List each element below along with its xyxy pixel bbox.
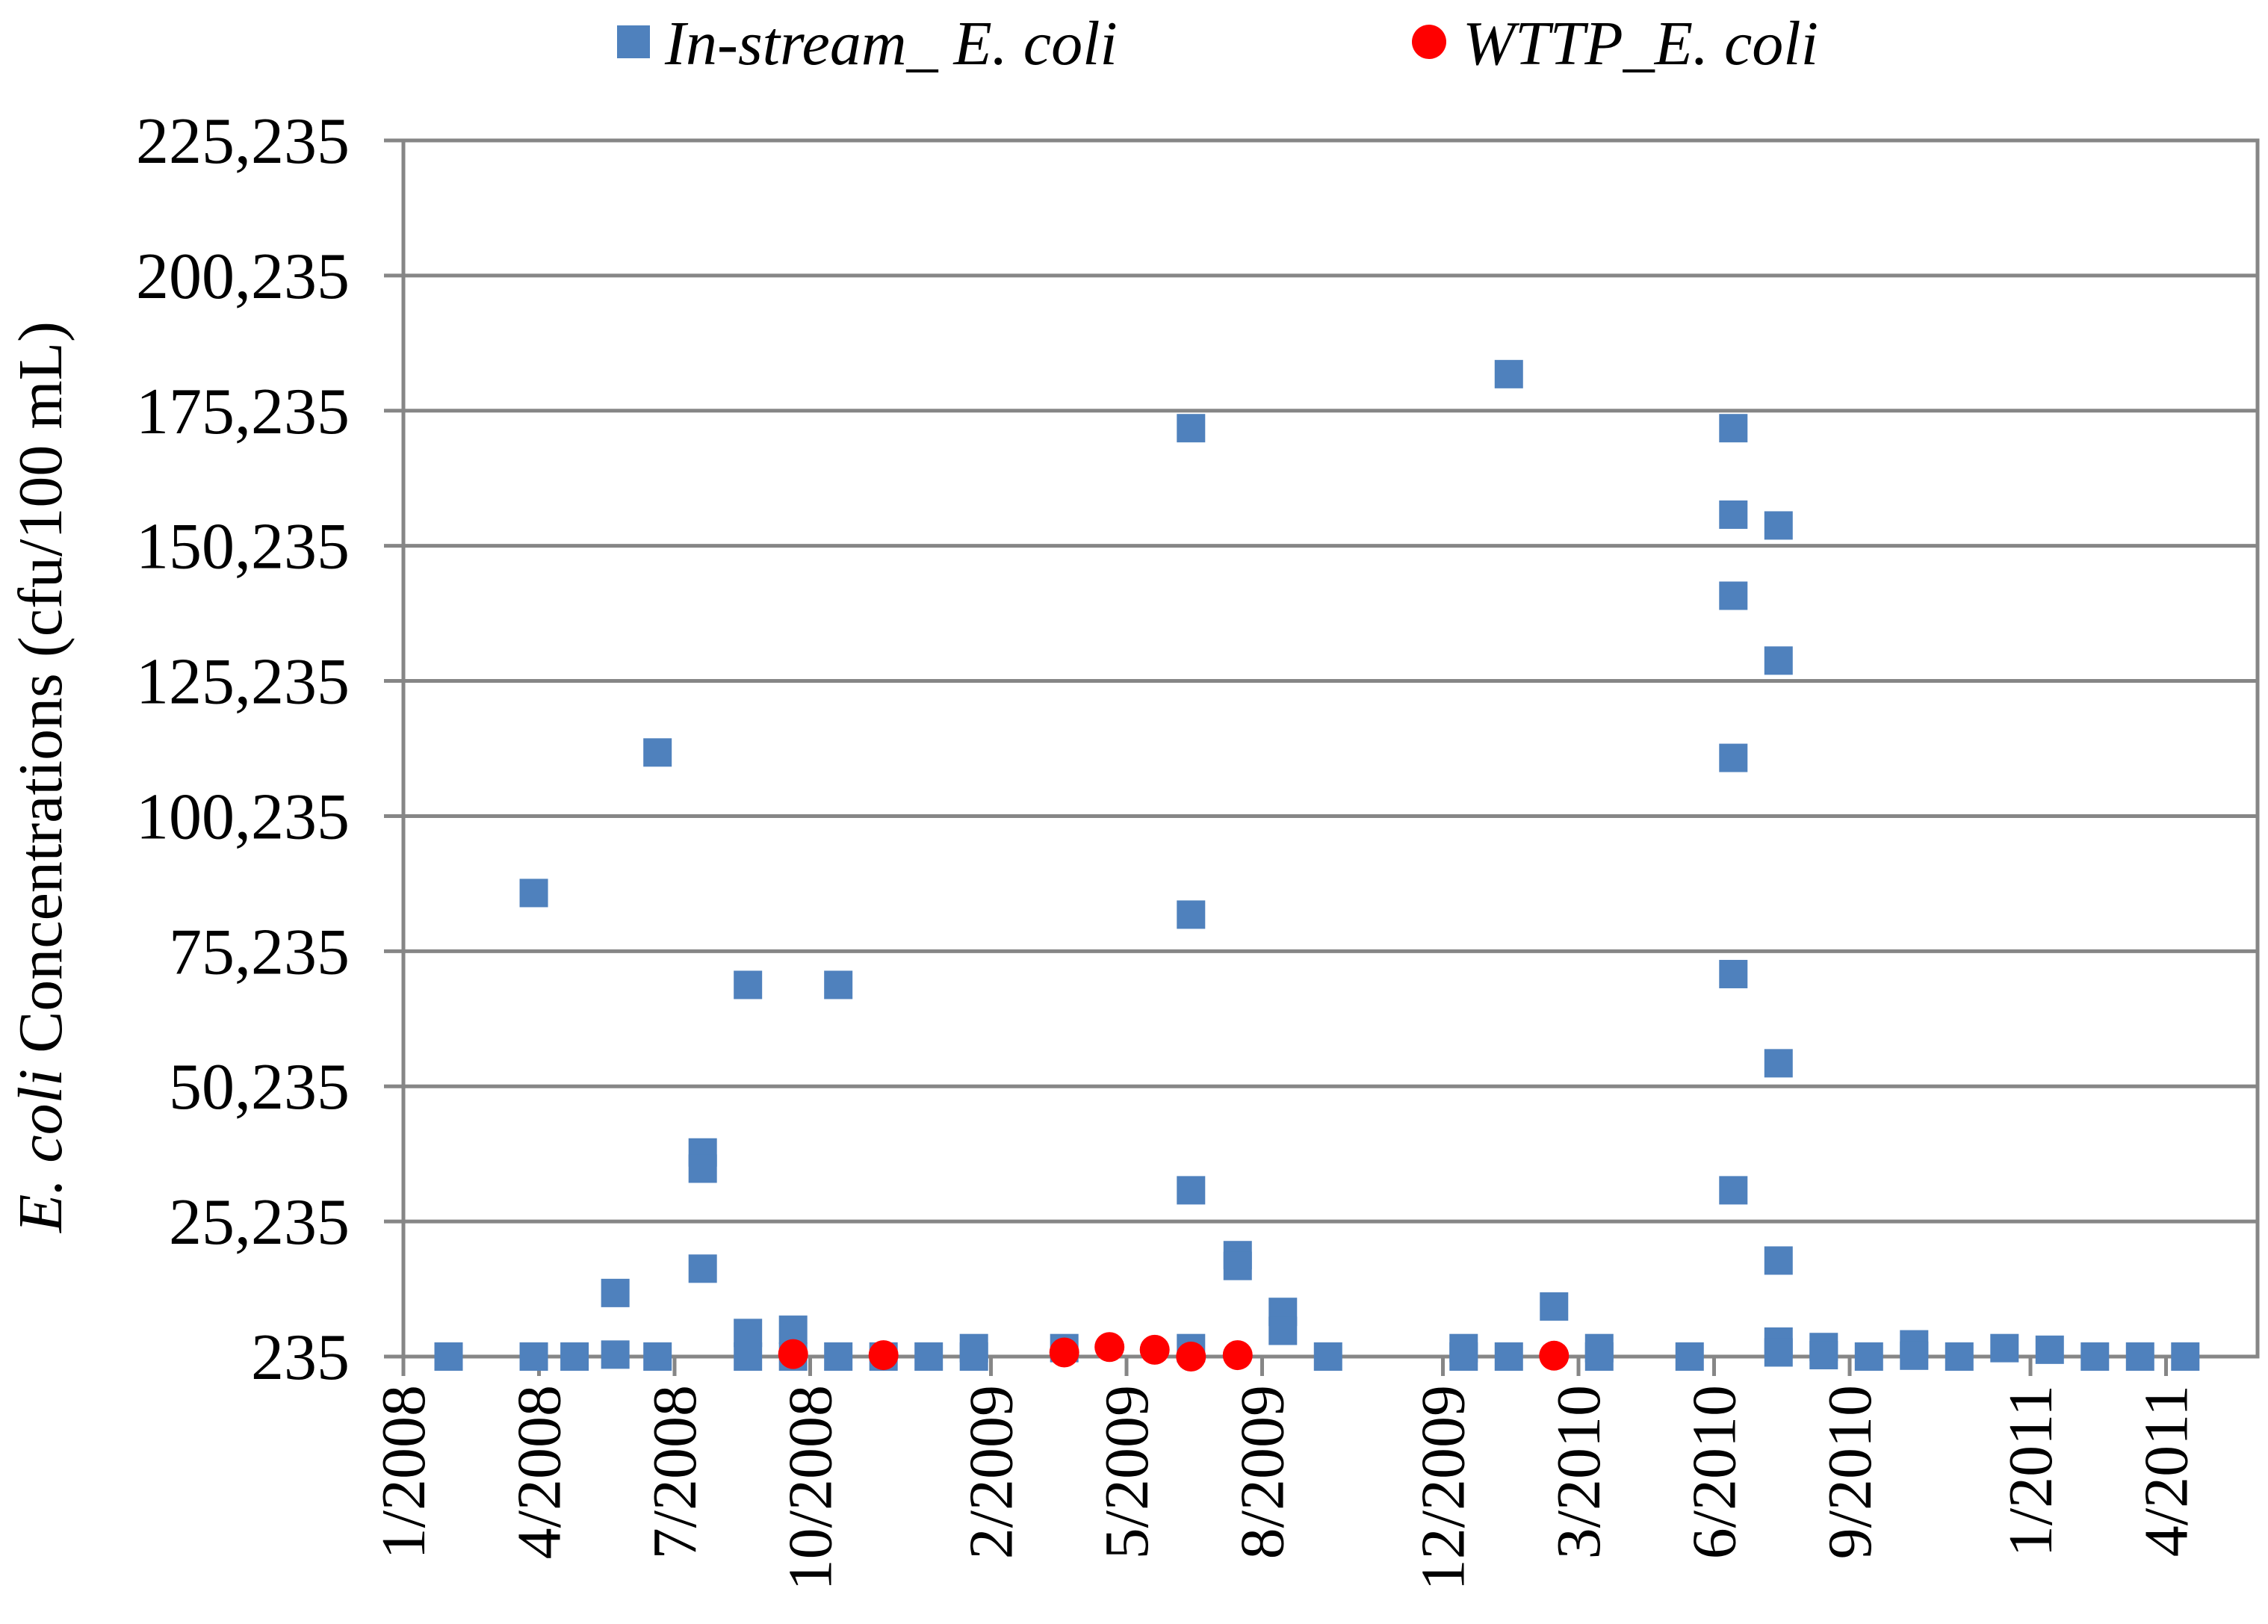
- x-tick-label: 5/2009: [1092, 1385, 1162, 1559]
- in-stream-point: [824, 970, 853, 999]
- y-axis-label-rest: Concentrations (cfu/100 mL): [6, 321, 75, 1069]
- in-stream-point: [1719, 581, 1748, 610]
- in-stream-point: [519, 878, 548, 908]
- in-stream-point: [643, 1342, 672, 1371]
- y-axis-label-italic: E. coli: [6, 1069, 75, 1233]
- in-stream-point: [434, 1342, 463, 1371]
- wttp-point: [778, 1339, 808, 1369]
- y-tick-label: 125,235: [136, 646, 350, 719]
- in-stream-point: [601, 1278, 630, 1307]
- in-stream-point: [1177, 1176, 1206, 1205]
- x-tick-label: 9/2010: [1815, 1385, 1885, 1559]
- wttp-point: [1049, 1337, 1079, 1368]
- y-axis-tick-labels: 235 25,235 50,235 75,235 100,235 125,235 150,2…: [136, 105, 350, 1394]
- wttp-point: [1539, 1340, 1570, 1371]
- in-stream-point: [1223, 1251, 1252, 1280]
- in-stream-point: [1719, 959, 1748, 988]
- in-stream-point: [688, 1254, 717, 1283]
- in-stream-point: [1177, 900, 1206, 929]
- legend-label-in-stream: In-stream_ E. coli: [664, 9, 1118, 78]
- x-tick-label: 12/2009: [1409, 1385, 1478, 1590]
- legend: In-stream_ E. coli WTTP_E. coli: [617, 9, 1818, 78]
- y-tick-label: 150,235: [136, 511, 350, 583]
- y-axis-label: E. coli Concentrations (cfu/100 mL): [6, 321, 75, 1233]
- in-stream-point: [1990, 1333, 2019, 1363]
- y-tick-label: 235: [251, 1321, 350, 1394]
- in-stream-point: [1449, 1342, 1478, 1371]
- in-stream-point: [560, 1342, 589, 1371]
- legend-marker-in-stream: [617, 25, 650, 58]
- legend-marker-wttp: [1412, 25, 1446, 59]
- x-tick-label: 1/2011: [1996, 1385, 2066, 1557]
- x-tick-label: 8/2009: [1228, 1385, 1298, 1559]
- in-stream-point: [1945, 1342, 1974, 1371]
- in-stream-point: [601, 1340, 630, 1369]
- in-stream-point: [1313, 1342, 1342, 1371]
- x-tick-label: 6/2010: [1680, 1385, 1750, 1559]
- y-tick-label: 25,235: [169, 1186, 350, 1259]
- wttp-point: [1139, 1334, 1170, 1365]
- in-stream-point: [959, 1342, 988, 1371]
- x-tick-label: 4/2008: [505, 1385, 574, 1559]
- wttp-point: [1222, 1340, 1253, 1371]
- in-stream-point: [1764, 1246, 1793, 1275]
- in-stream-point: [1177, 414, 1206, 443]
- in-stream-point: [1675, 1342, 1704, 1371]
- y-tick-label: 50,235: [169, 1051, 350, 1124]
- x-tick-label: 3/2010: [1544, 1385, 1614, 1559]
- y-tick-label: 225,235: [136, 105, 350, 178]
- in-stream-point: [643, 738, 672, 767]
- in-stream-point: [1268, 1316, 1298, 1345]
- in-stream-point: [734, 970, 763, 999]
- in-stream-point: [824, 1342, 853, 1371]
- x-tick-label: 1/2008: [369, 1385, 439, 1559]
- in-stream-point: [1764, 646, 1793, 675]
- legend-label-wttp: WTTP_E. coli: [1463, 9, 1818, 78]
- wttp-point: [1094, 1332, 1125, 1363]
- in-stream-point: [1719, 743, 1748, 772]
- in-stream-point: [2080, 1342, 2110, 1371]
- in-stream-point: [2171, 1342, 2200, 1371]
- in-stream-point: [2035, 1335, 2064, 1364]
- in-stream-point: [1494, 1342, 1523, 1371]
- in-stream-point: [1540, 1292, 1569, 1321]
- x-tick-label: 10/2008: [776, 1385, 846, 1590]
- y-tick-label: 100,235: [136, 781, 350, 853]
- series-wttp: [778, 1332, 1570, 1372]
- in-stream-point: [1809, 1341, 1838, 1370]
- in-stream-point: [734, 1342, 763, 1371]
- in-stream-point: [1764, 511, 1793, 540]
- x-tick-label: 7/2008: [640, 1385, 710, 1559]
- plot-area-frame: [401, 138, 2260, 1359]
- in-stream-point: [1584, 1342, 1614, 1371]
- in-stream-point: [1900, 1341, 1929, 1370]
- in-stream-point: [2125, 1342, 2154, 1371]
- x-tick-label: 4/2011: [2132, 1385, 2202, 1557]
- x-axis-tick-labels: 1/2008 4/2008 7/2008 10/2008 2/2009 5/2009 8/2…: [369, 1385, 2202, 1590]
- in-stream-point: [1719, 1176, 1748, 1205]
- in-stream-point: [1764, 1338, 1793, 1367]
- wttp-point: [1176, 1342, 1206, 1372]
- in-stream-point: [688, 1154, 717, 1183]
- y-tick-label: 175,235: [136, 376, 350, 448]
- in-stream-point: [1719, 500, 1748, 529]
- in-stream-point: [914, 1342, 944, 1371]
- in-stream-point: [1494, 359, 1523, 388]
- x-tick-label: 2/2009: [957, 1385, 1026, 1559]
- in-stream-point: [1854, 1342, 1883, 1371]
- in-stream-point: [1764, 1049, 1793, 1078]
- series-in-stream: [434, 359, 2200, 1371]
- y-tick-label: 200,235: [136, 241, 350, 313]
- wttp-point: [868, 1340, 899, 1371]
- in-stream-point: [1719, 414, 1748, 443]
- in-stream-point: [519, 1342, 548, 1371]
- y-tick-label: 75,235: [169, 916, 350, 988]
